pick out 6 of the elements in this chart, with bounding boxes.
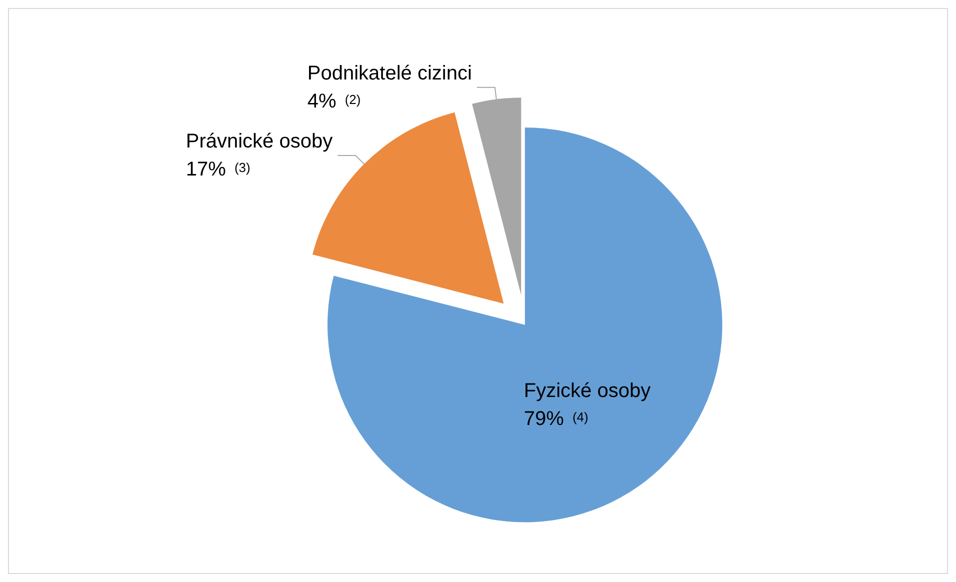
data-label: 17% (3)	[186, 158, 250, 181]
slice-label: Podnikatelé cizinci	[307, 62, 472, 84]
data-label: 79% (4)	[524, 408, 588, 430]
data-label: 4% (2)	[307, 90, 361, 112]
slice-label: Právnické osoby	[186, 130, 333, 153]
slice-label: Fyzické osoby	[524, 380, 651, 402]
